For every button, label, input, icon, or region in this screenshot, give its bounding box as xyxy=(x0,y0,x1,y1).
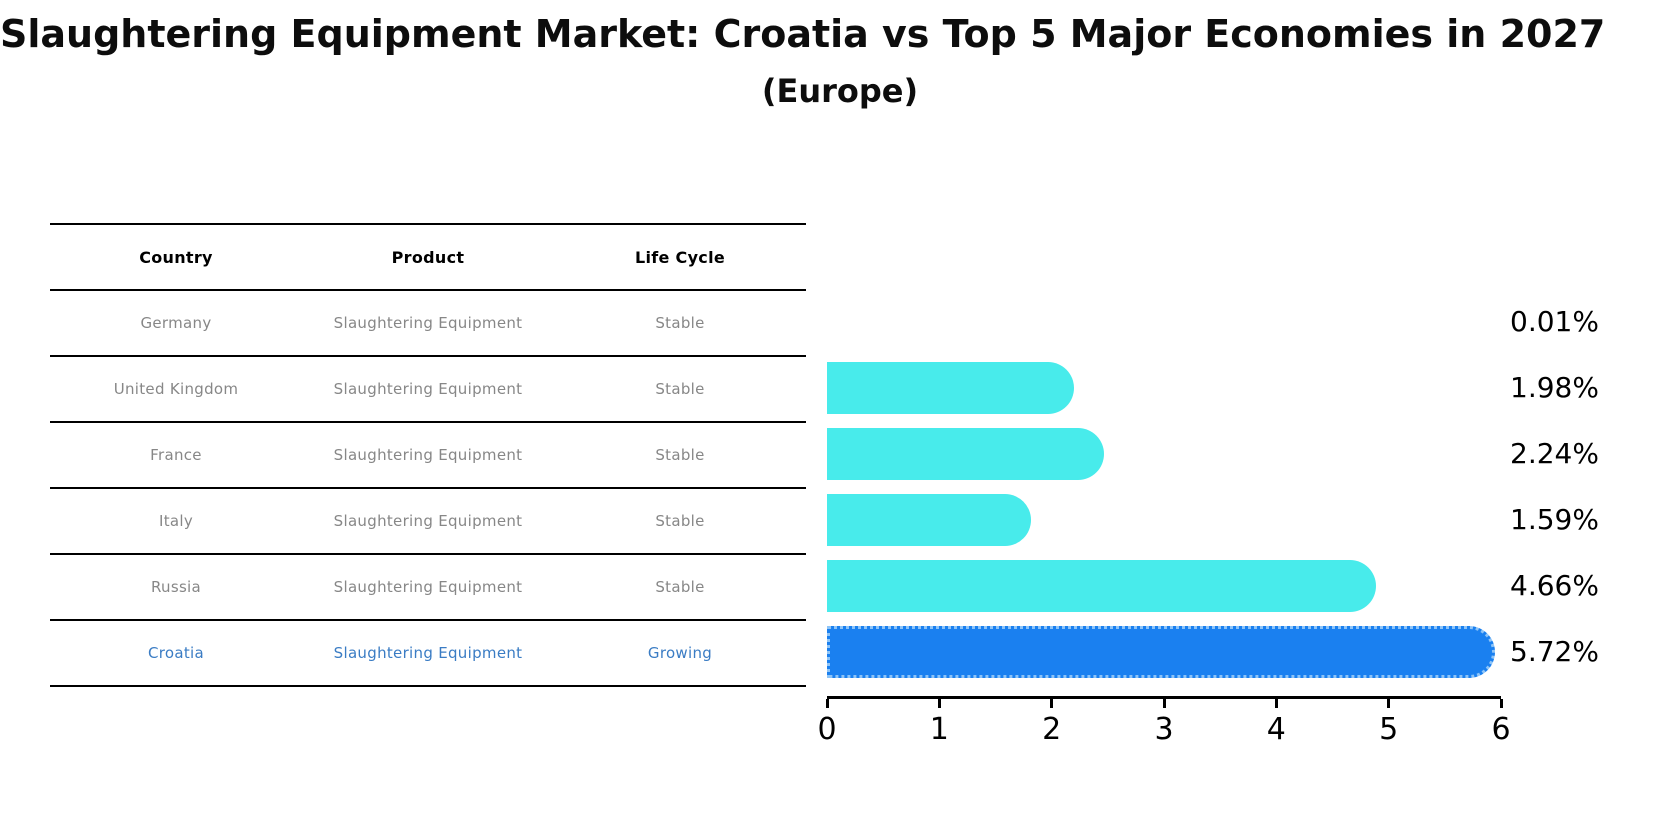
x-tick xyxy=(825,699,829,708)
value-label: 5.72% xyxy=(1510,635,1599,668)
product-cell: Slaughtering Equipment xyxy=(333,578,523,596)
life-cycle-cell: Stable xyxy=(655,314,705,332)
x-tick-label: 1 xyxy=(929,712,949,747)
table-header-country: Country xyxy=(139,247,213,267)
country-table: Country Product Life Cycle Germany Slaugh… xyxy=(50,223,806,687)
life-cycle-cell: Stable xyxy=(655,512,705,530)
country-cell: Italy xyxy=(158,512,194,530)
x-tick-label: 2 xyxy=(1042,712,1062,747)
table-header-product: Product xyxy=(391,247,465,267)
x-tick xyxy=(1387,699,1391,708)
table-row: United Kingdom Slaughtering Equipment Stab… xyxy=(50,357,806,423)
table-row: Germany Slaughtering Equipment Stable xyxy=(50,291,806,357)
country-cell: Germany xyxy=(140,314,212,332)
product-cell: Slaughtering Equipment xyxy=(333,380,523,398)
x-tick-label: 3 xyxy=(1154,712,1174,747)
value-label: 2.24% xyxy=(1510,437,1599,470)
x-axis-line xyxy=(827,696,1501,699)
bar-croatia xyxy=(827,626,1495,678)
x-tick xyxy=(1050,699,1054,708)
life-cycle-cell: Stable xyxy=(655,380,705,398)
table-row: Russia Slaughtering Equipment Stable xyxy=(50,555,806,621)
chart-subtitle: (Europe) xyxy=(761,72,919,110)
bar-chart-plot: 0 1 2 3 4 5 6 xyxy=(817,223,1511,746)
bar-france xyxy=(827,428,1104,480)
value-label: 1.59% xyxy=(1510,503,1599,536)
table-row: Italy Slaughtering Equipment Stable xyxy=(50,489,806,555)
x-tick xyxy=(1162,699,1166,708)
bar-russia xyxy=(827,560,1376,612)
bar-italy xyxy=(827,494,1031,546)
country-cell: France xyxy=(150,446,202,464)
product-cell: Slaughtering Equipment xyxy=(333,644,523,662)
x-tick xyxy=(1499,699,1503,708)
table-header-row: Country Product Life Cycle xyxy=(50,223,806,291)
product-cell: Slaughtering Equipment xyxy=(333,512,523,530)
value-label: 0.01% xyxy=(1510,305,1599,338)
chart-title: Slaughtering Equipment Market: Croatia v… xyxy=(0,12,1606,56)
table-row: Croatia Slaughtering Equipment Growing xyxy=(50,621,806,687)
x-tick xyxy=(1274,699,1278,708)
country-cell: United Kingdom xyxy=(113,380,239,398)
bar-united-kingdom xyxy=(827,362,1075,414)
table-body: Germany Slaughtering Equipment Stable Unite… xyxy=(50,291,806,687)
product-cell: Slaughtering Equipment xyxy=(333,314,523,332)
life-cycle-cell: Stable xyxy=(655,446,705,464)
x-tick-label: 0 xyxy=(817,712,837,747)
life-cycle-cell: Stable xyxy=(655,578,705,596)
x-tick-label: 4 xyxy=(1266,712,1286,747)
x-tick-label: 6 xyxy=(1491,712,1511,747)
x-tick-label: 5 xyxy=(1379,712,1399,747)
country-cell: Russia xyxy=(150,578,202,596)
country-cell: Croatia xyxy=(147,644,205,662)
x-tick xyxy=(937,699,941,708)
table-header-life-cycle: Life Cycle xyxy=(634,247,726,267)
product-cell: Slaughtering Equipment xyxy=(333,446,523,464)
value-label: 4.66% xyxy=(1510,569,1599,602)
life-cycle-cell: Growing xyxy=(647,644,713,662)
table-row: France Slaughtering Equipment Stable xyxy=(50,423,806,489)
value-label: 1.98% xyxy=(1510,371,1599,404)
